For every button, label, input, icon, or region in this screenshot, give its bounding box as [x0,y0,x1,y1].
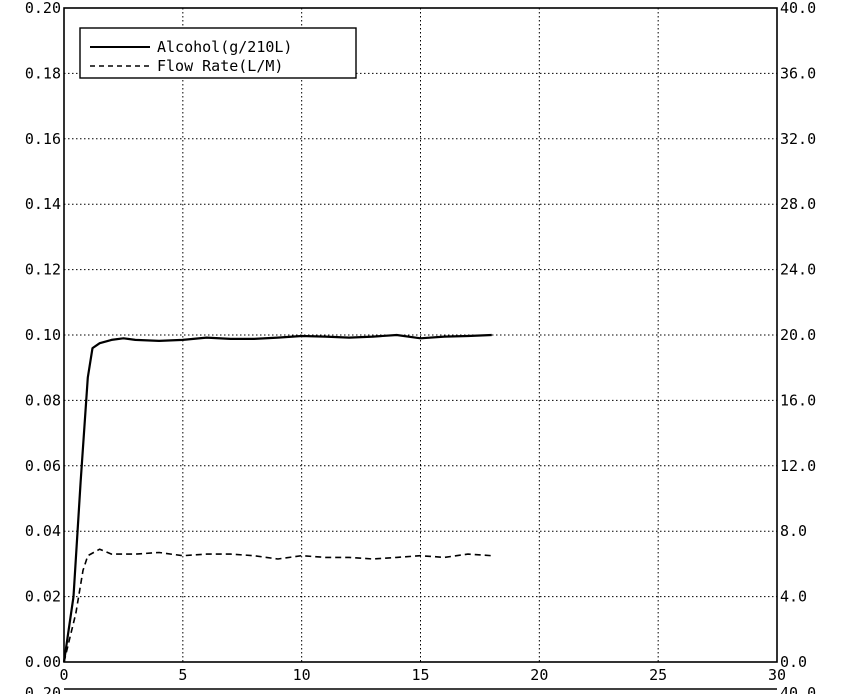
x-tick-label: 10 [293,666,311,684]
left-tick-label: 0.04 [25,522,61,540]
x-tick-label: 0 [59,666,68,684]
right-tick-label: 28.0 [780,195,816,213]
x-tick-label: 25 [649,666,667,684]
left-tick-label: 0.08 [25,391,61,409]
left-tick-label: 0.18 [25,64,61,82]
left-axis-ticks: 0.00 0.02 0.04 0.06 0.08 0.10 0.12 0.14 0.16 0.18… [25,0,61,671]
left-tick-label: 0.12 [25,261,61,279]
legend-label-flow-rate: Flow Rate(L/M) [157,57,283,75]
left-tick-label: 0.20 [25,0,61,17]
next-panel-left-tick-label: 0.20 [25,684,61,694]
right-tick-label: 0.0 [780,653,807,671]
right-tick-label: 20.0 [780,326,816,344]
left-tick-label: 0.02 [25,588,61,606]
legend-box [79,27,357,79]
left-tick-label: 0.00 [25,653,61,671]
legend-label-alcohol: Alcohol(g/210L) [157,38,292,56]
right-tick-label: 16.0 [780,391,816,409]
x-tick-label: 15 [411,666,429,684]
left-tick-label: 0.10 [25,326,61,344]
right-tick-label: 8.0 [780,522,807,540]
series-line-flow-rate [63,548,492,663]
right-axis-ticks: 0.0 4.0 8.0 12.0 16.0 20.0 24.0 28.0 32.0 36.0 40.… [780,0,816,671]
x-tick-label: 5 [178,666,187,684]
right-tick-label: 24.0 [780,261,816,279]
series-layer [62,333,492,663]
right-tick-label: 32.0 [780,130,816,148]
plot-frame [63,7,778,663]
x-tick-label: 30 [768,666,786,684]
right-tick-label: 36.0 [780,64,816,82]
left-tick-label: 0.06 [25,457,61,475]
right-tick-label: 12.0 [780,457,816,475]
series-line-alcohol [62,333,492,663]
x-axis-ticks: 0 5 10 15 20 25 30 [59,666,786,684]
left-tick-label: 0.14 [25,195,61,213]
legend: Alcohol(g/210L) Flow Rate(L/M) [79,27,357,79]
right-tick-label: 4.0 [780,588,807,606]
x-tick-label: 20 [530,666,548,684]
gridlines [64,8,777,662]
right-tick-label: 40.0 [780,0,816,17]
next-panel-right-tick-label: 40.0 [780,684,816,694]
left-tick-label: 0.16 [25,130,61,148]
